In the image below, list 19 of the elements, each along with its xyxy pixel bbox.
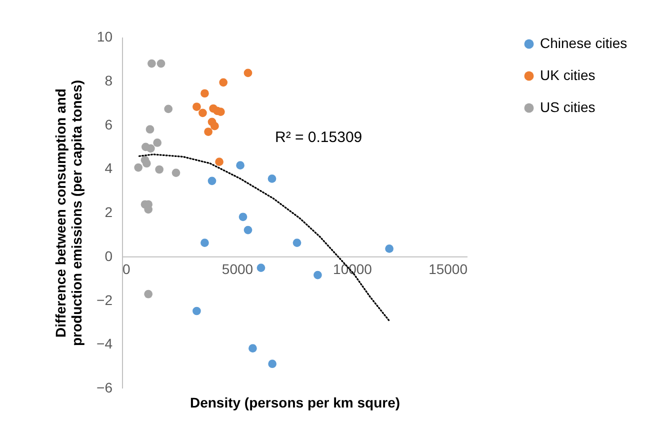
legend-label: UK cities xyxy=(540,67,596,83)
x-tick-label: 15000 xyxy=(428,260,468,277)
x-axis-title: Density (persons per km squre) xyxy=(190,394,400,410)
legend-label: Chinese cities xyxy=(540,35,628,51)
y-tick-label: −2 xyxy=(96,292,113,308)
y-tick-label: 4 xyxy=(104,160,113,176)
annotation: R² = 0.15309 xyxy=(275,129,362,146)
legend-label: US cities xyxy=(540,99,596,115)
y-tick-label: 2 xyxy=(104,204,113,220)
y-tick-label: 6 xyxy=(104,116,113,132)
y-tick-label: 0 xyxy=(104,248,113,264)
line-series xyxy=(138,154,391,323)
y-axis-title: Difference between consumption and production emissions (per capita tones) xyxy=(52,80,85,346)
x-tick-label: 5000 xyxy=(222,260,254,277)
y-tick-label: 10 xyxy=(96,28,113,44)
y-tick-label: −4 xyxy=(96,336,113,352)
x-tick-label: 0 xyxy=(122,260,130,277)
y-tick-label: −6 xyxy=(96,380,113,396)
y-tick-label: 8 xyxy=(104,72,113,88)
